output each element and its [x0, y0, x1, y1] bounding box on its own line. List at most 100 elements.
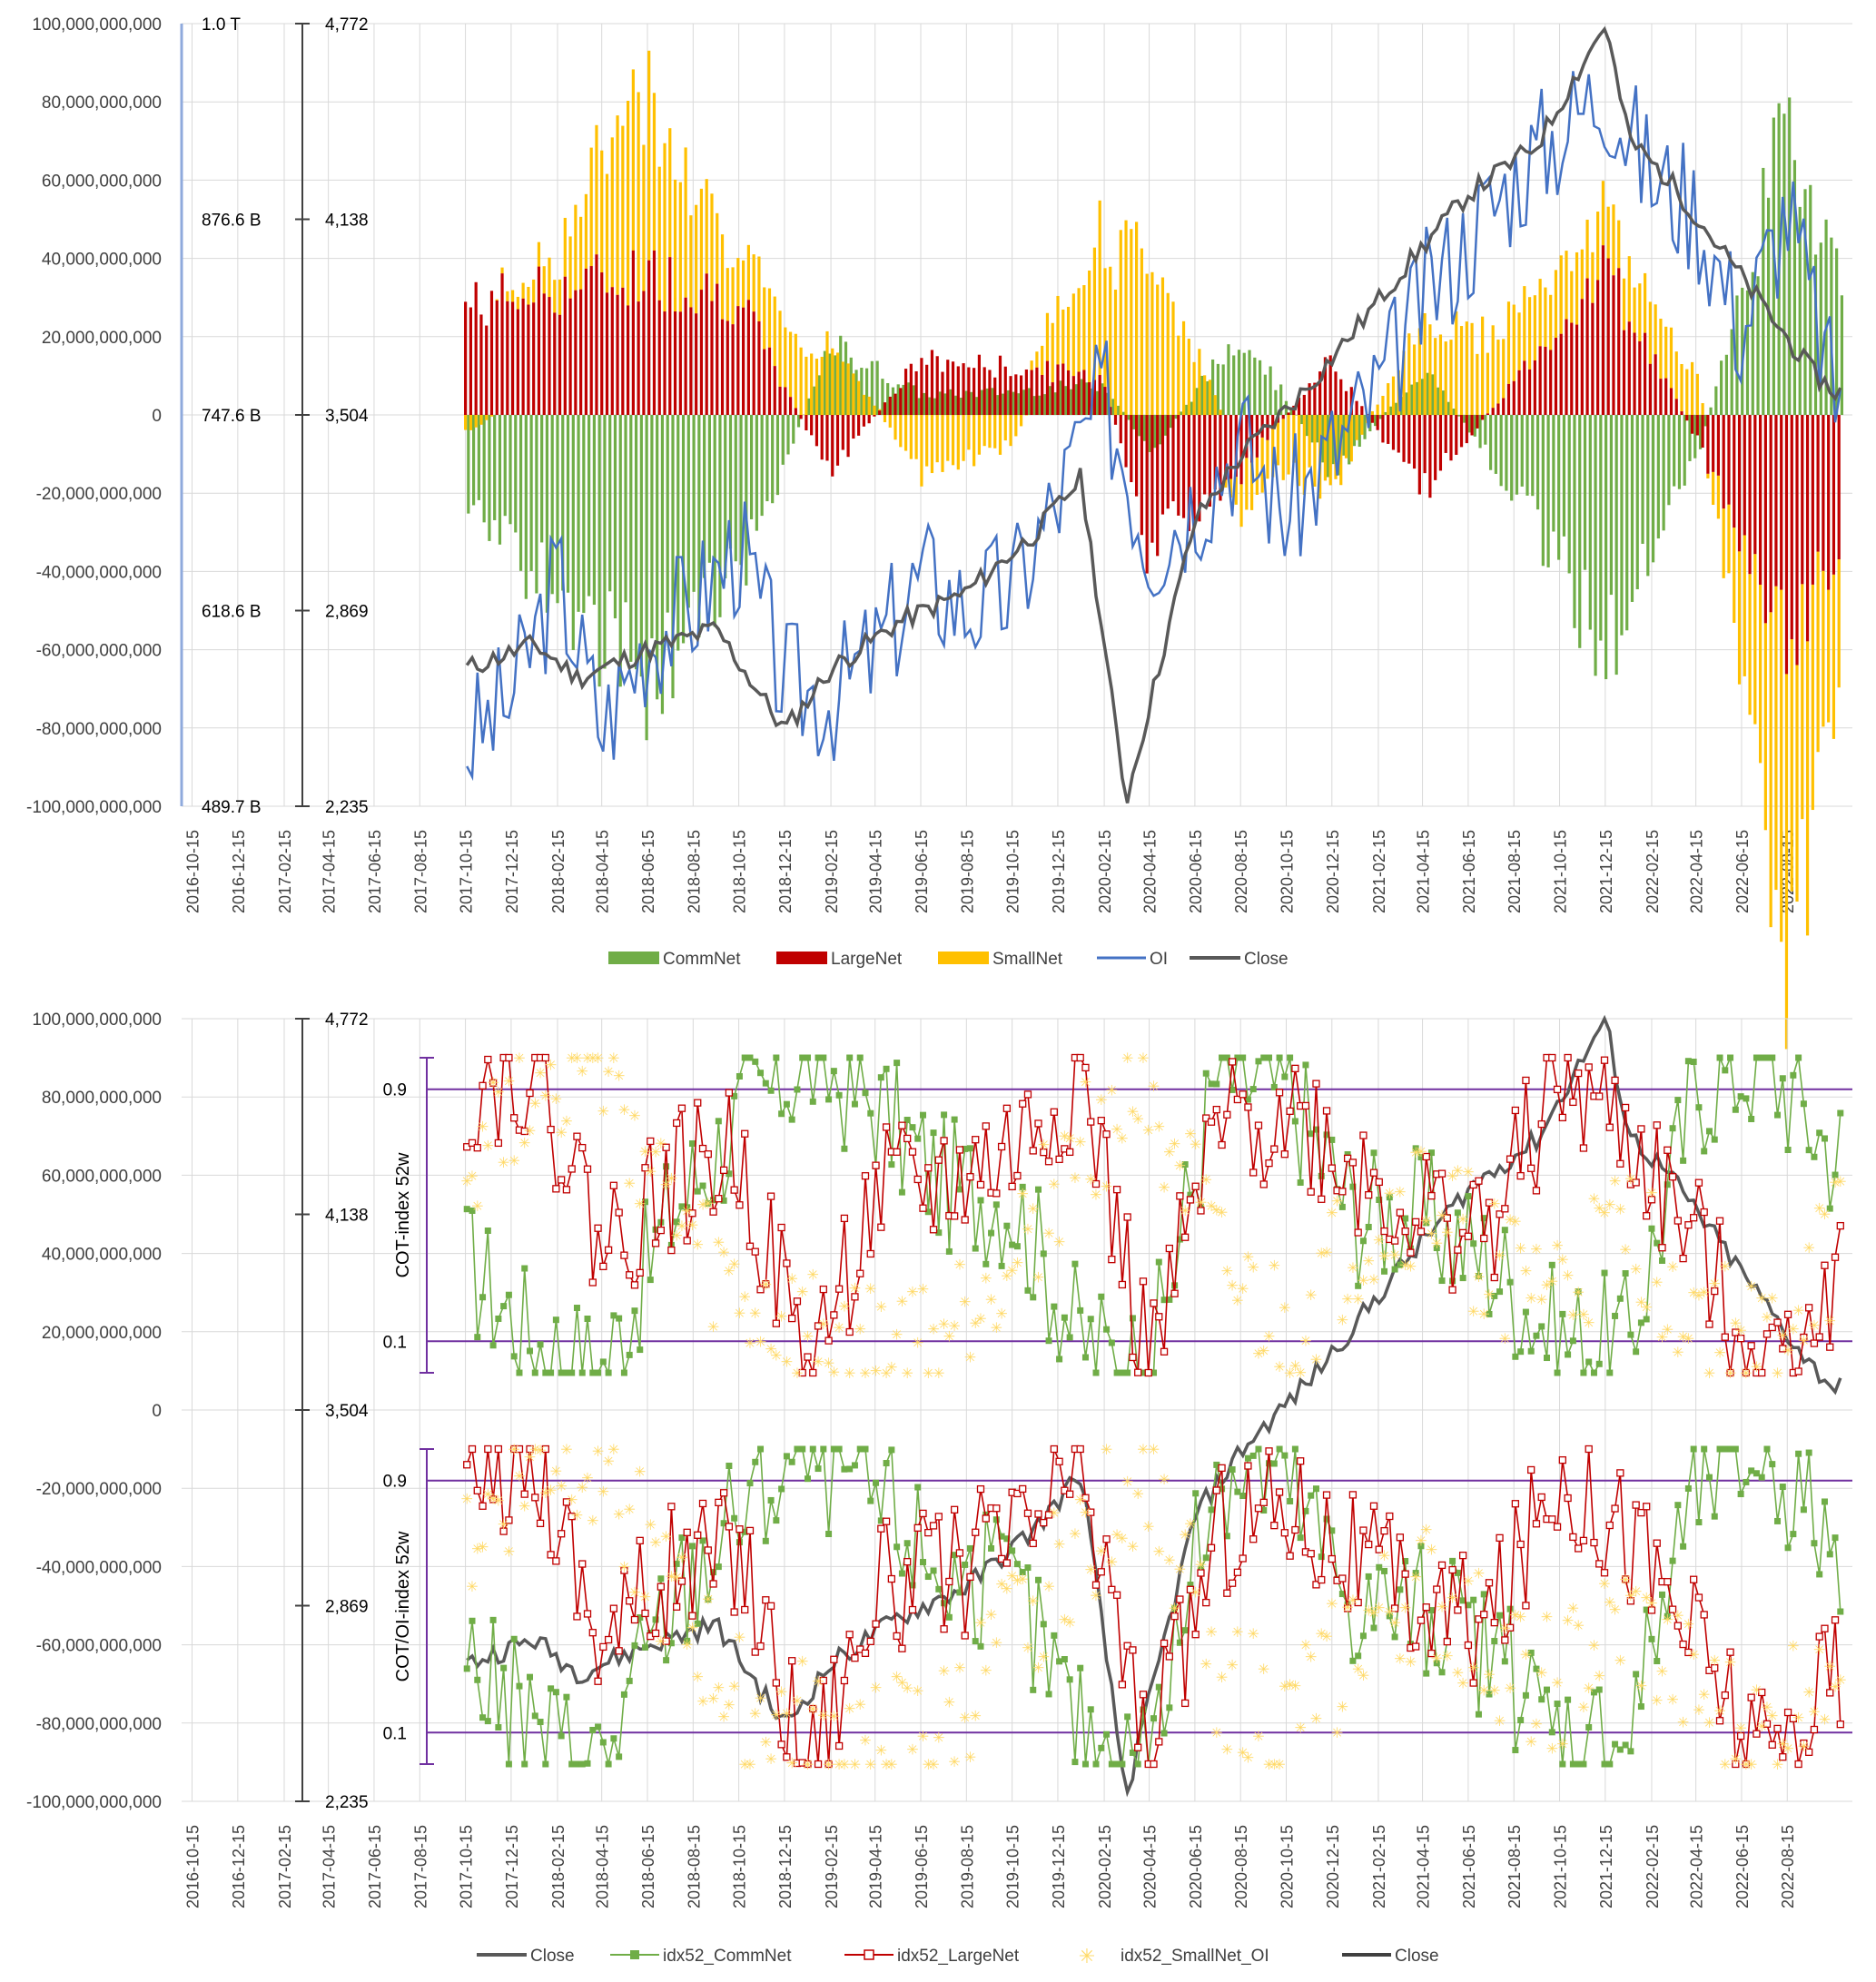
- upper-idx52-commnet-point: [511, 1353, 518, 1359]
- lower-idx52-smallnet-oi-point: ✳: [1388, 1616, 1400, 1632]
- top-x-tick-label: 2021-08-15: [1506, 830, 1524, 913]
- commnet-bar: [1531, 415, 1534, 496]
- lower-idx52-largenet-point: [862, 1650, 868, 1656]
- lower-idx52-largenet-point: [616, 1648, 622, 1654]
- lower-idx52-commnet-point: [1271, 1461, 1278, 1467]
- smallnet-bar: [1061, 310, 1064, 364]
- smallnet-bar: [1560, 255, 1563, 333]
- lower-idx52-smallnet-oi-point: ✳: [864, 1758, 876, 1773]
- upper-idx52-smallnet-oi-point: ✳: [791, 1366, 803, 1382]
- lower-idx52-smallnet-oi-point: ✳: [1042, 1580, 1054, 1595]
- upper-idx52-smallnet-oi-point: ✳: [1802, 1241, 1814, 1257]
- bottom-x-tick-label: 2017-08-15: [411, 1825, 430, 1908]
- upper-idx52-smallnet-oi-point: ✳: [817, 1317, 829, 1333]
- largenet-bar: [1496, 403, 1499, 415]
- upper-idx52-smallnet-oi-point: ✳: [739, 1290, 751, 1306]
- largenet-bar: [1434, 415, 1437, 480]
- commnet-bar: [577, 415, 579, 612]
- lower-idx52-largenet-point: [815, 1761, 822, 1768]
- upper-idx52-commnet-point: [946, 1248, 953, 1255]
- largenet-bar: [590, 266, 593, 415]
- commnet-bar: [1563, 415, 1565, 537]
- smallnet-bar: [1460, 326, 1463, 415]
- upper-idx52-largenet-point: [1067, 1149, 1073, 1155]
- largenet-bar: [1565, 320, 1567, 415]
- largenet-bar: [716, 284, 718, 415]
- upper-idx52-smallnet-oi-point: ✳: [1609, 1175, 1621, 1190]
- commnet-bar: [718, 415, 721, 617]
- upper-idx52-commnet-point: [1071, 1261, 1078, 1267]
- top-x-tick-label: 2021-04-15: [1415, 830, 1433, 913]
- commnet-bar: [530, 415, 533, 571]
- largenet-bar: [836, 415, 839, 466]
- smallnet-bar: [1638, 283, 1641, 341]
- upper-idx52-smallnet-oi-point: ✳: [1331, 1195, 1343, 1210]
- upper-idx52-smallnet-oi-point: ✳: [1462, 1166, 1474, 1181]
- lower-idx52-commnet-point: [495, 1724, 501, 1731]
- bottom-y-tick-label: -40,000,000,000: [36, 1558, 162, 1577]
- bottom-y-tick-label: -60,000,000,000: [36, 1637, 162, 1656]
- lower-idx52-smallnet-oi-point: ✳: [587, 1514, 598, 1530]
- lower-idx52-smallnet-oi-point: ✳: [933, 1731, 944, 1746]
- lower-idx52-smallnet-oi-point: ✳: [1494, 1714, 1506, 1730]
- smallnet-bar: [962, 415, 964, 461]
- upper-idx52-smallnet-oi-point: ✳: [917, 1283, 929, 1298]
- lower-idx52-largenet-point: [1245, 1463, 1251, 1469]
- upper-idx52-commnet-point: [1712, 1137, 1718, 1143]
- upper-idx52-commnet-point: [1024, 1287, 1031, 1294]
- smallnet-bar: [915, 415, 918, 459]
- largenet-bar: [1513, 381, 1516, 415]
- lower-idx52-smallnet-oi-point: ✳: [1834, 1673, 1846, 1689]
- upper-idx52-commnet-point: [1633, 1348, 1639, 1355]
- upper-idx52-commnet-point: [606, 1370, 612, 1376]
- largenet-bar: [1161, 415, 1164, 515]
- upper-idx52-commnet-point: [1670, 1125, 1676, 1131]
- smallnet-bar: [1371, 411, 1374, 415]
- bottom-x-tick-label: 2020-06-15: [1187, 1825, 1205, 1908]
- smallnet-bar: [668, 128, 671, 257]
- upper-idx52-largenet-point: [1209, 1119, 1215, 1125]
- smallnet-bar: [522, 283, 525, 299]
- commnet-bar: [1505, 415, 1507, 491]
- lower-idx52-largenet-point: [1585, 1446, 1592, 1453]
- largenet-bar: [1623, 330, 1625, 415]
- upper-idx52-largenet-point: [1046, 1159, 1052, 1165]
- bottom-x-tick-label: 2019-06-15: [913, 1825, 931, 1908]
- lower-idx52-largenet-point: [1455, 1607, 1461, 1613]
- upper-idx52-largenet-point: [1413, 1218, 1419, 1225]
- smallnet-bar: [1670, 328, 1673, 389]
- largenet-bar: [1664, 379, 1667, 415]
- upper-idx52-largenet-point: [836, 1286, 843, 1292]
- largenet-bar: [742, 308, 745, 415]
- upper-idx52-smallnet-oi-point: ✳: [1515, 1242, 1526, 1257]
- upper-idx52-largenet-point: [1177, 1193, 1183, 1199]
- smallnet-bar: [1146, 274, 1149, 415]
- lower-idx52-smallnet-oi-point: ✳: [734, 1631, 745, 1646]
- lower-idx52-smallnet-oi-point: ✳: [1305, 1651, 1317, 1666]
- upper-idx52-commnet-point: [1098, 1294, 1104, 1300]
- commnet-bar: [519, 415, 522, 571]
- upper-idx52-commnet-point: [521, 1266, 528, 1272]
- largenet-bar: [1780, 415, 1782, 590]
- largenet-bar: [1691, 415, 1693, 434]
- upper-idx52-largenet-point: [600, 1263, 607, 1269]
- upper-idx52-commnet-point: [716, 1118, 722, 1124]
- largenet-bar: [1764, 415, 1767, 623]
- upper-idx52-largenet-point: [1239, 1091, 1246, 1098]
- upper-idx52-commnet-point: [1691, 1059, 1697, 1065]
- lower-idx52-commnet-point: [1743, 1479, 1749, 1485]
- largenet-bar: [1770, 415, 1772, 612]
- lower-idx52-largenet-point: [914, 1524, 921, 1531]
- lower-idx52-commnet-point: [532, 1712, 538, 1719]
- upper-idx52-smallnet-oi-point: ✳: [1824, 1314, 1836, 1329]
- lower-idx52-largenet-point: [1691, 1576, 1697, 1583]
- upper-idx52-smallnet-oi-point: ✳: [980, 1271, 992, 1287]
- largenet-bar: [810, 415, 813, 435]
- largenet-bar: [1817, 415, 1820, 552]
- upper-idx52-commnet-point: [474, 1334, 480, 1340]
- upper-idx52-smallnet-oi-point: ✳: [1368, 1273, 1379, 1288]
- lower-idx52-largenet-point: [1213, 1487, 1219, 1494]
- largenet-bar: [757, 321, 760, 415]
- upper-idx52-smallnet-oi-point: ✳: [1499, 1332, 1511, 1347]
- largenet-bar: [637, 301, 640, 415]
